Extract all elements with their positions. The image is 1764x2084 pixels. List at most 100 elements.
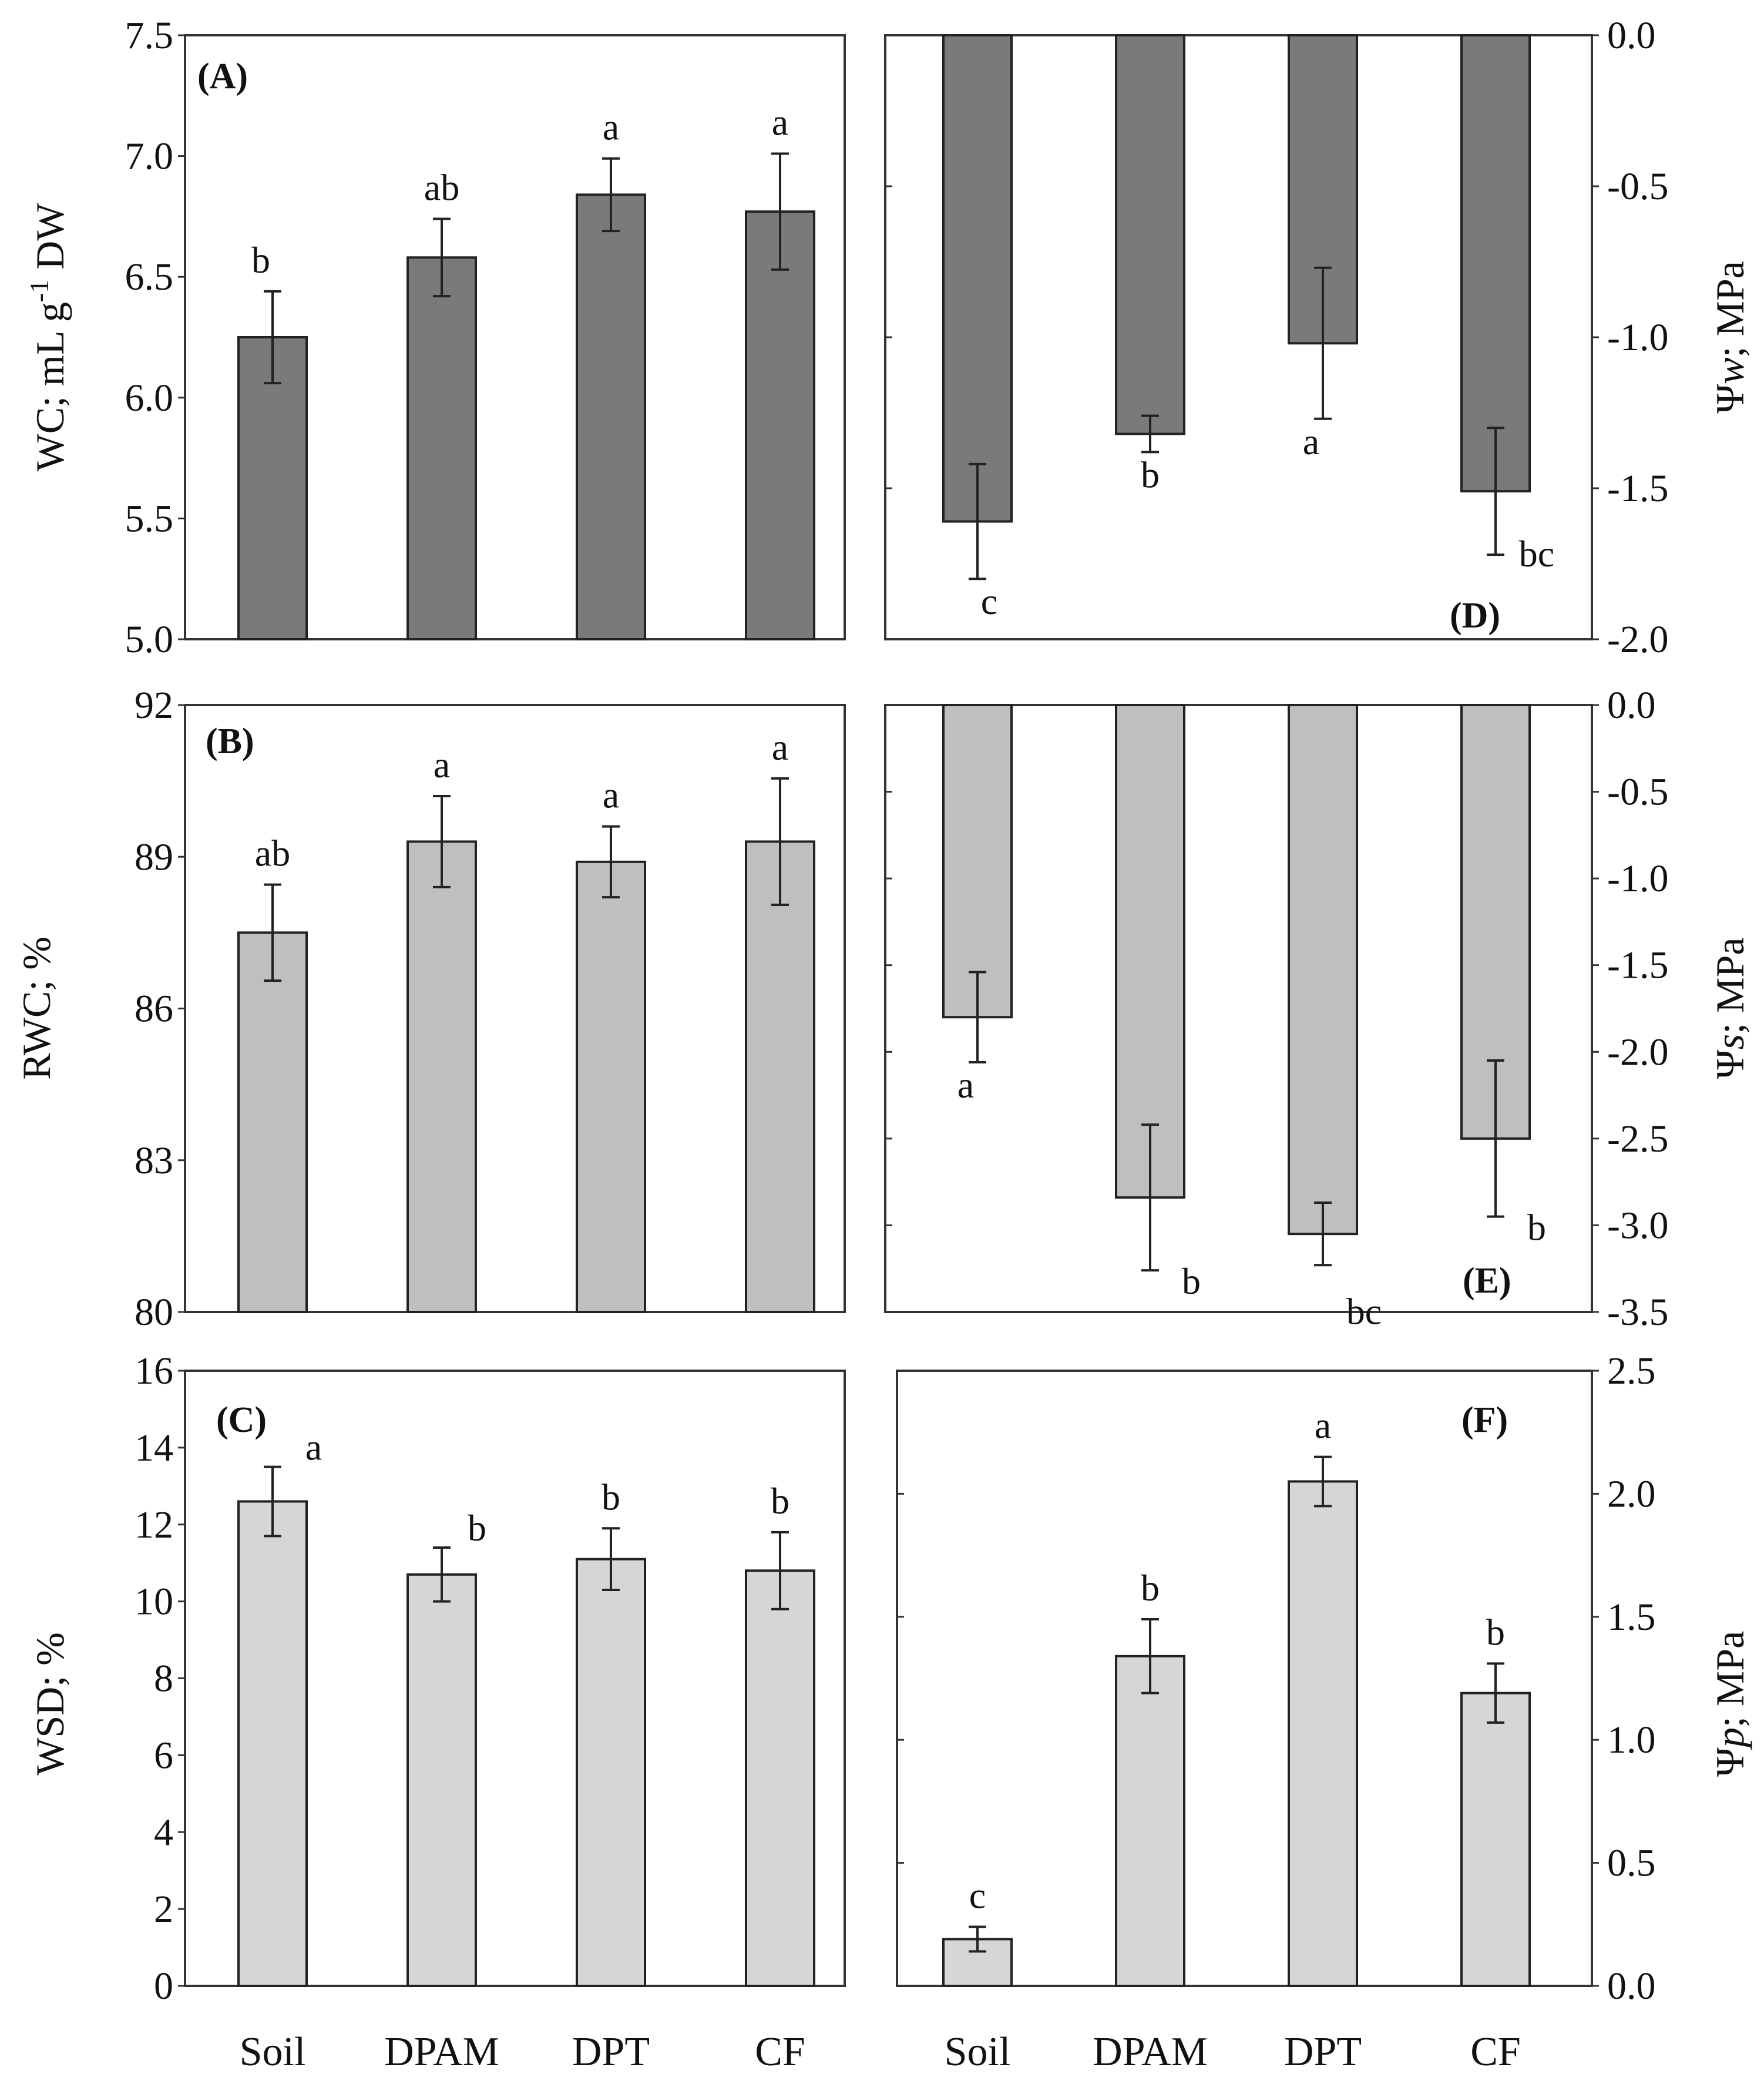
panel-e-frame <box>884 704 1593 1313</box>
panel-f-significance-dpt: a <box>1315 1405 1331 1447</box>
panel-e: -3.5 -3.0 -2.5 -2.0 -1.5 -1.0 -0.5 0.0 a b bc b (E… <box>884 684 1752 1334</box>
panel-d-bar-dpam <box>1115 34 1185 435</box>
panel-c-significance-dpam: b <box>468 1507 486 1549</box>
panel-c-tick-label: 8 <box>154 1657 173 1700</box>
panel-b-tick-label: 92 <box>135 684 173 727</box>
panel-c-tick-label: 6 <box>154 1734 173 1777</box>
panel-b-tick-label: 83 <box>135 1139 173 1182</box>
panel-d-tick-label: 0.0 <box>1607 14 1656 57</box>
panel-a-tick-label: 5.0 <box>125 618 174 661</box>
panel-f-significance-soil: c <box>969 1874 986 1916</box>
panel-d-significance-soil: c <box>981 580 997 622</box>
panel-d-tick-label: -1.0 <box>1607 316 1668 359</box>
panel-c-tick-label: 14 <box>135 1427 173 1469</box>
panel-b-significance-cf: a <box>772 726 788 768</box>
panel-e-tick-label: -2.0 <box>1607 1031 1668 1073</box>
x-label-dpam-left: DPAM <box>384 2029 499 2075</box>
panel-d-tick-label: -1.5 <box>1607 467 1668 510</box>
x-category-labels-right: Soil DPAM DPT CF <box>945 2029 1521 2075</box>
panel-d: -2.0 -1.5 -1.0 -0.5 0.0 c b a bc (D) Ψw; MPa <box>884 14 1752 661</box>
panel-f-significance-cf: b <box>1486 1611 1505 1653</box>
panel-b-significance-dpt: a <box>603 774 619 816</box>
panel-a-bar-cf <box>745 210 815 640</box>
panel-f-bars: c b a b <box>942 1405 1531 1988</box>
panel-e-tick-label: -1.5 <box>1607 944 1668 987</box>
panel-e-bar-dpam <box>1115 704 1185 1199</box>
panel-b-bars: ab a a a <box>237 726 815 1314</box>
panel-d-bars: c b a bc <box>942 34 1554 622</box>
x-label-dpt-right: DPT <box>1284 2029 1362 2075</box>
panel-c-significance-dpt: b <box>602 1476 620 1518</box>
panel-b-significance-soil: ab <box>255 833 290 874</box>
x-label-soil-right: Soil <box>945 2029 1011 2075</box>
panel-a-ticks: 5.0 5.5 6.0 6.5 7.0 7.5 <box>125 14 185 661</box>
panel-e-tick-label: -0.5 <box>1607 771 1668 814</box>
panel-d-significance-dpt: a <box>1303 421 1319 462</box>
panel-c-significance-cf: b <box>771 1480 789 1522</box>
panel-a-bars: b ab a a <box>237 101 815 640</box>
panel-f-bar-cf <box>1460 1692 1531 1987</box>
panel-e-tick-label: 0.0 <box>1607 684 1656 727</box>
panel-e-tick-label: -2.5 <box>1607 1117 1668 1160</box>
panel-a-tick-label: 7.5 <box>125 14 174 57</box>
panel-e-tick-label: -3.5 <box>1607 1291 1668 1334</box>
panel-e-significance-dpt: bc <box>1346 1290 1382 1332</box>
panel-d-bar-cf <box>1460 34 1531 493</box>
panel-c-bars: a b b b <box>237 1427 815 1988</box>
panel-e-significance-dpam: b <box>1182 1260 1201 1302</box>
x-label-soil-left: Soil <box>240 2029 306 2075</box>
panel-a: 5.0 5.5 6.0 6.5 7.0 7.5 b ab a a (A) WC; mL g-1 … <box>24 14 846 661</box>
panel-a-significance-dpam: ab <box>424 167 459 209</box>
panel-d-bar-soil <box>942 34 1013 523</box>
panel-a-label: (A) <box>197 56 248 96</box>
panel-f-significance-dpam: b <box>1141 1567 1160 1609</box>
panel-e-bars: a b bc b <box>942 704 1546 1332</box>
panel-e-ylabel: Ψs; MPa <box>1708 938 1752 1079</box>
panel-c-bar-soil <box>237 1500 308 1988</box>
panel-f-tick-label: 2.5 <box>1607 1350 1656 1392</box>
panel-c-tick-label: 12 <box>135 1504 173 1546</box>
panel-e-significance-cf: b <box>1527 1207 1546 1249</box>
panel-c-tick-label: 0 <box>154 1965 173 2008</box>
panel-b-tick-label: 80 <box>135 1291 173 1334</box>
panel-b-tick-label: 86 <box>135 988 173 1031</box>
x-label-cf-right: CF <box>1470 2029 1521 2075</box>
panel-b-tick-label: 89 <box>135 835 173 878</box>
panel-c-ticks: 0 2 4 6 8 10 12 14 16 <box>135 1350 185 2008</box>
panel-e-ticks: -3.5 -3.0 -2.5 -2.0 -1.5 -1.0 -0.5 0.0 <box>885 684 1668 1334</box>
panel-d-ticks: -2.0 -1.5 -1.0 -0.5 0.0 <box>885 14 1668 661</box>
x-label-dpam-right: DPAM <box>1093 2029 1208 2075</box>
panel-a-frame <box>184 34 846 640</box>
panel-b-bar-cf <box>745 840 815 1314</box>
panel-c: 0 2 4 6 8 10 12 14 16 a b b b (C) WSD; % <box>28 1350 846 2008</box>
panel-a-tick-label: 5.5 <box>125 497 174 540</box>
panel-a-ylabel: WC; mL g-1 DW <box>24 203 72 472</box>
panel-e-significance-soil: a <box>957 1064 974 1106</box>
panel-a-bar-dpt <box>576 193 646 640</box>
panel-c-bar-cf <box>745 1569 815 1987</box>
panel-e-bar-cf <box>1460 704 1531 1140</box>
panel-e-bar-soil <box>942 704 1013 1019</box>
panel-b-bar-dpam <box>406 840 477 1314</box>
panel-b-ylabel: RWC; % <box>14 937 59 1080</box>
panel-d-tick-label: -0.5 <box>1607 165 1668 208</box>
panel-a-significance-dpt: a <box>603 106 619 148</box>
panel-a-tick-label: 6.5 <box>125 256 174 298</box>
panel-f-label: (F) <box>1461 1400 1508 1440</box>
panel-c-tick-label: 2 <box>154 1888 173 1931</box>
panel-d-significance-cf: bc <box>1519 533 1554 575</box>
panel-a-bar-dpam <box>406 256 477 640</box>
panel-c-bar-dpt <box>576 1558 646 1988</box>
panel-f-bar-dpt <box>1288 1480 1358 1987</box>
panel-c-significance-soil: a <box>305 1427 322 1468</box>
panel-b-bar-soil <box>237 931 308 1313</box>
panel-a-significance-cf: a <box>772 101 788 143</box>
panel-d-label: (D) <box>1450 596 1500 636</box>
panel-f-tick-label: 0.5 <box>1607 1842 1656 1885</box>
panel-e-label: (E) <box>1463 1261 1511 1301</box>
panel-c-tick-label: 10 <box>135 1580 173 1623</box>
panel-a-tick-label: 6.0 <box>125 377 174 420</box>
panel-c-label: (C) <box>216 1400 267 1440</box>
panel-f-tick-label: 2.0 <box>1607 1472 1656 1515</box>
